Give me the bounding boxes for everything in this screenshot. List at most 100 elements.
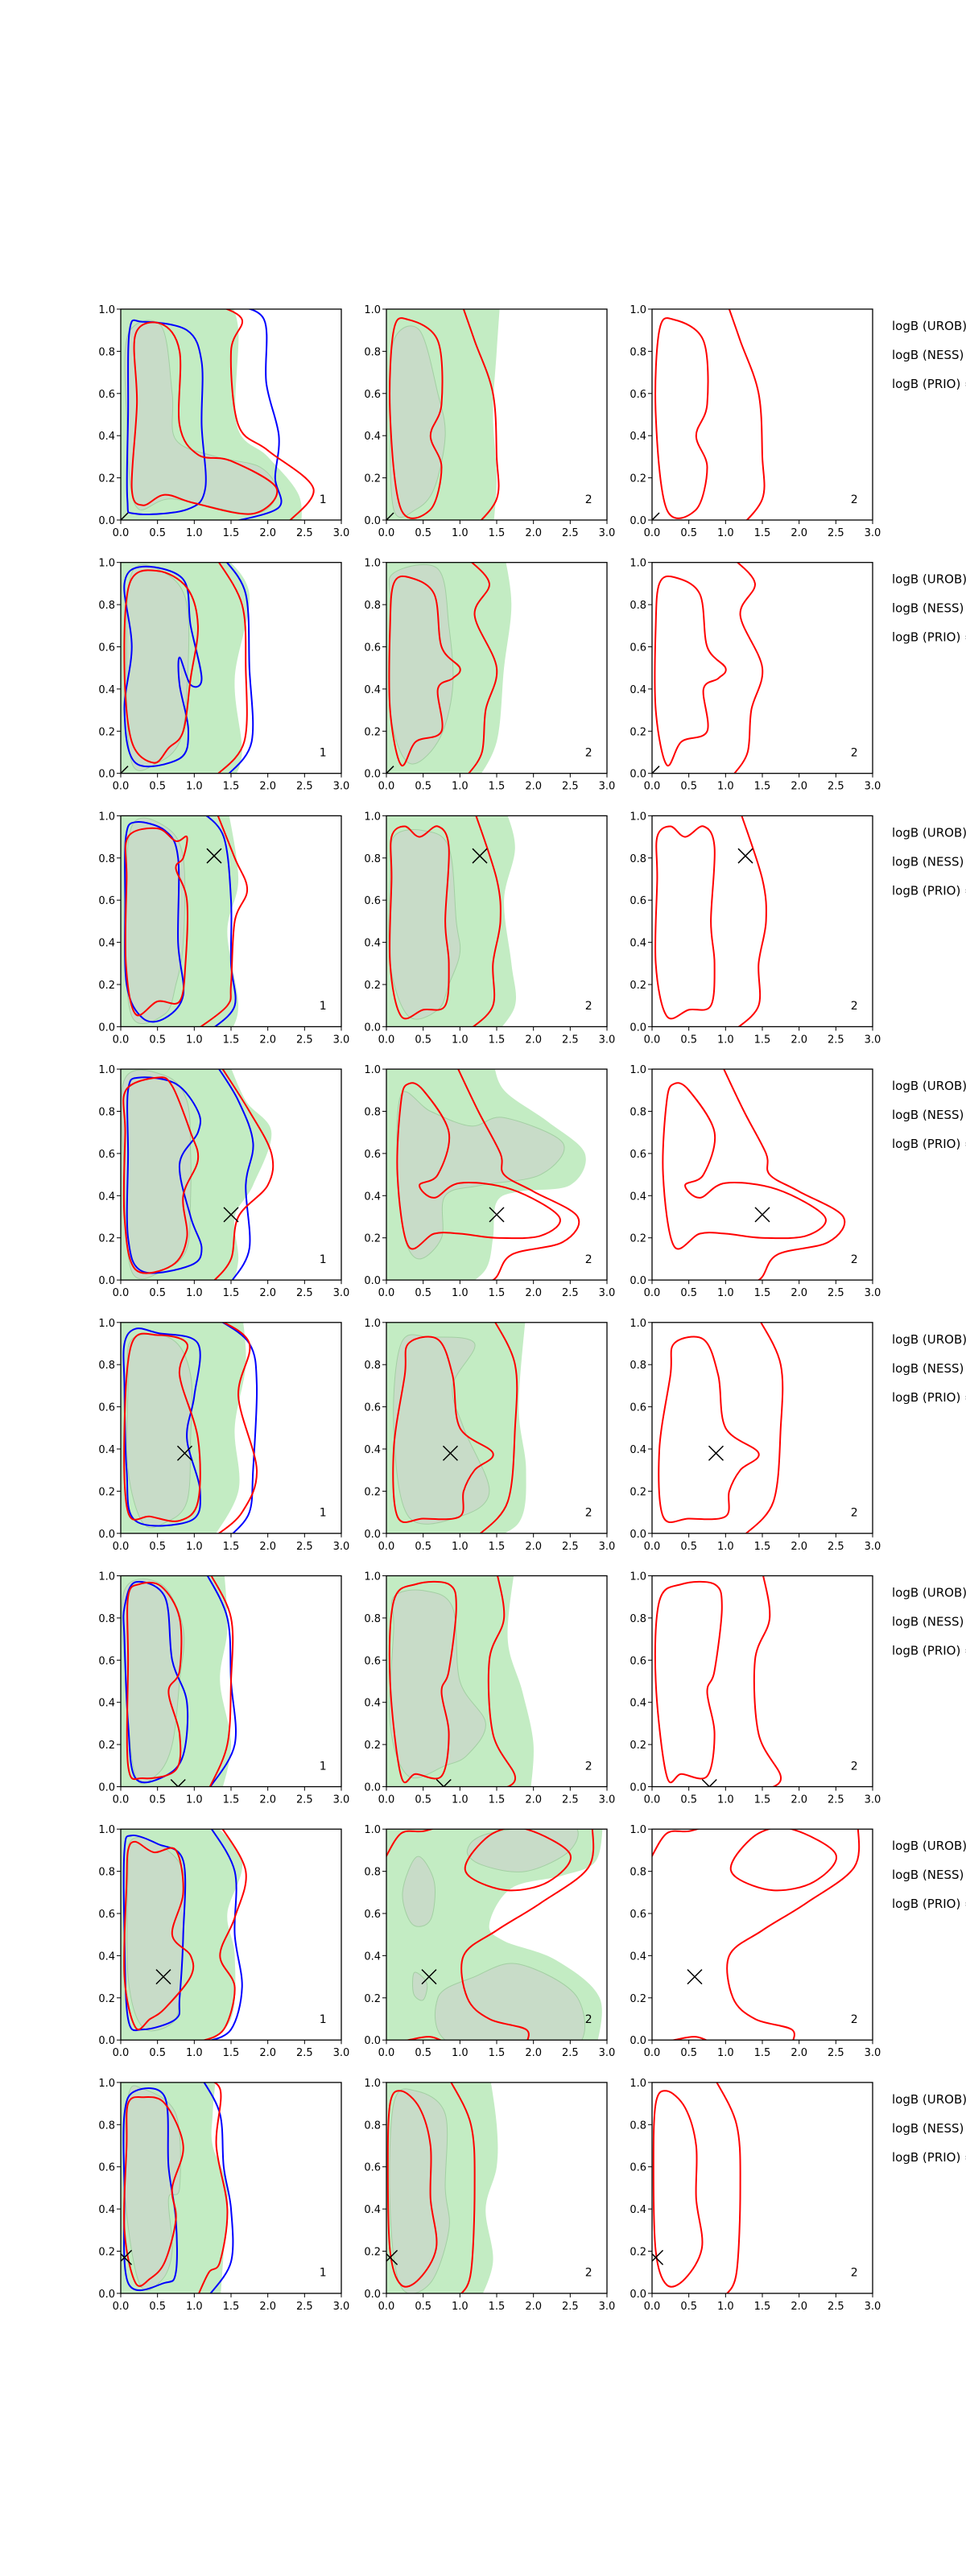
x-tick-label: 2.0 (259, 1541, 276, 1553)
red-contour (403, 2036, 443, 2041)
y-tick-label: 0.0 (98, 769, 115, 781)
x-tick-label: 1.0 (452, 1034, 469, 1046)
axes-frame (651, 815, 873, 1028)
x-marker (754, 1207, 770, 1223)
red-contour (213, 1069, 275, 1281)
x-tick-label: 0.5 (415, 1794, 431, 1806)
x-tick-label: 1.0 (717, 2047, 734, 2059)
blue-contour (217, 1069, 254, 1281)
y-tick-label: 0.0 (364, 515, 381, 527)
x-tick-label: 1.0 (186, 1034, 203, 1046)
y-tick-label: 0.6 (364, 389, 381, 401)
y-tick-label: 0.2 (98, 1233, 115, 1245)
logb-annotation: logB (NESS) = (892, 348, 966, 362)
logb-annotation: logB (PRIO) = (892, 883, 966, 898)
logb-annotation: logB (UROB) = (892, 1586, 966, 1600)
axes-frame (651, 308, 873, 521)
x-tick-label: 0.5 (149, 1794, 166, 1806)
red-contour (654, 575, 727, 767)
x-tick-label: 2.0 (791, 2301, 807, 2313)
y-tick-label: 0.8 (630, 1107, 646, 1119)
y-tick-label: 1.0 (630, 2078, 646, 2090)
plot-area (654, 1575, 782, 1787)
y-tick-label: 0.4 (630, 938, 646, 950)
x-tick-label: 2.5 (562, 1034, 579, 1046)
x-tick-label: 3.0 (599, 2047, 616, 2059)
x-tick-label: 1.0 (717, 1034, 734, 1046)
red-contour (728, 309, 766, 520)
x-tick-label: 0.0 (113, 781, 130, 793)
red-contour (729, 1829, 837, 1892)
x-tick-label: 2.0 (525, 527, 542, 539)
y-tick-label: 1.0 (630, 558, 646, 570)
y-tick-label: 0.0 (364, 769, 381, 781)
x-marker (489, 1207, 505, 1223)
red-contour (733, 562, 764, 774)
y-tick-label: 0.8 (630, 1360, 646, 1372)
subplot-r6-c2: 0.0 0.5 1.0 1.5 2.0 2.5 3.0 0.0 0.2 0.4 0.6 0.8 1.0 2 (364, 1571, 616, 1806)
x-tick-label: 0.0 (378, 1287, 395, 1299)
x-tick-label: 2.0 (525, 781, 542, 793)
y-tick-label: 0.4 (98, 938, 115, 950)
y-tick-label: 0.0 (630, 1782, 646, 1794)
panel-label: 1 (320, 2267, 327, 2280)
axes-frame (651, 1322, 873, 1534)
x-tick-label: 2.5 (562, 2047, 579, 2059)
x-tick-label: 3.0 (865, 1287, 881, 1299)
x-tick-label: 2.5 (828, 1034, 844, 1046)
red-contour (472, 815, 502, 1027)
x-tick-label: 0.5 (149, 1287, 166, 1299)
logb-annotation: logB (PRIO) = (892, 630, 966, 645)
panel-label: 2 (851, 2267, 858, 2280)
x-tick-label: 0.0 (644, 1541, 661, 1553)
red-contour (487, 1575, 516, 1787)
subplot-r1-c2: 0.0 0.5 1.0 1.5 2.0 2.5 3.0 0.0 0.2 0.4 0.6 0.8 1.0 2 (364, 304, 615, 539)
y-tick-label: 0.0 (98, 2289, 115, 2301)
panel-label: 1 (320, 1253, 327, 1266)
logb-annotation: logB (NESS) = (892, 601, 966, 616)
x-tick-label: 1.5 (754, 2047, 771, 2059)
logb-annotation: logB (UROB) = (892, 1079, 966, 1093)
x-tick-label: 0.0 (378, 1541, 395, 1553)
plot-area (652, 562, 764, 774)
red-contour (122, 1076, 200, 1274)
x-tick-label: 0.0 (644, 527, 661, 539)
subplot-r3-c2: 0.0 0.5 1.0 1.5 2.0 2.5 3.0 0.0 0.2 0.4 0.6 0.8 1.0 2 (364, 811, 615, 1046)
subplot-r3-c3: 0.0 0.5 1.0 1.5 2.0 2.5 3.0 0.0 0.2 0.4 0.6 0.8 1.0 2 (630, 811, 881, 1046)
x-tick-label: 2.5 (828, 781, 844, 793)
x-tick-label: 2.0 (791, 1794, 807, 1806)
y-tick-label: 0.8 (364, 1360, 381, 1372)
plot-area (658, 1322, 784, 1534)
x-tick-label: 2.5 (562, 1541, 579, 1553)
x-tick-label: 0.5 (149, 1541, 166, 1553)
x-tick-label: 1.5 (489, 1034, 506, 1046)
x-marker (701, 1778, 717, 1787)
x-tick-label: 3.0 (333, 1034, 350, 1046)
red-contour (460, 1829, 595, 2041)
x-tick-label: 0.5 (680, 527, 697, 539)
x-tick-label: 1.0 (717, 781, 734, 793)
subplot-r2-c3: 0.0 0.5 1.0 1.5 2.0 2.5 3.0 0.0 0.2 0.4 0.6 0.8 1.0 2 (630, 558, 881, 793)
panel-label: 1 (320, 1507, 327, 1520)
y-tick-label: 0.6 (630, 1655, 646, 1667)
red-contour (662, 1082, 827, 1250)
y-tick-label: 1.0 (98, 1064, 115, 1076)
y-tick-label: 0.6 (630, 389, 646, 401)
x-tick-label: 2.0 (791, 781, 807, 793)
subplot-r7-c2: 0.0 0.5 1.0 1.5 2.0 2.5 3.0 0.0 0.2 0.4 0.6 0.8 1.0 2 (364, 1824, 616, 2059)
x-tick-label: 0.5 (680, 1541, 697, 1553)
y-tick-label: 0.0 (98, 1275, 115, 1287)
x-tick-label: 3.0 (599, 1794, 616, 1806)
red-contour (745, 1322, 784, 1534)
y-tick-label: 1.0 (98, 304, 115, 316)
subplot-r1-c1: 0.0 0.5 1.0 1.5 2.0 2.5 3.0 0.0 0.2 0.4 0.6 0.8 1.0 1 (98, 304, 349, 539)
x-tick-label: 2.5 (296, 527, 313, 539)
y-tick-label: 0.0 (364, 2035, 381, 2047)
blue-contour (126, 319, 207, 515)
x-tick-label: 0.5 (680, 2047, 697, 2059)
y-tick-label: 0.2 (98, 1993, 115, 2005)
x-marker (386, 2249, 398, 2265)
x-tick-label: 2.0 (259, 781, 276, 793)
y-tick-label: 0.6 (364, 2162, 381, 2174)
logb-annotation: logB (PRIO) = (892, 1390, 966, 1405)
